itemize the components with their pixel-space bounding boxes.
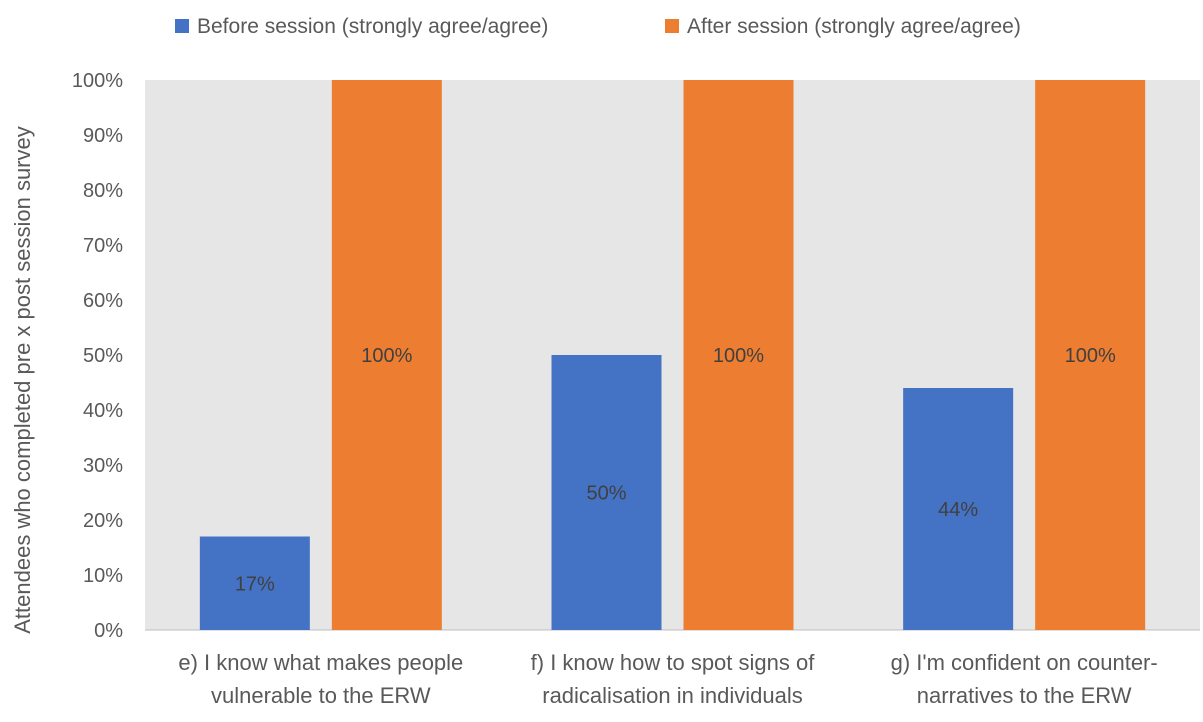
plot-area [145, 80, 1200, 630]
bar-before [199, 536, 310, 630]
x-tick-label: vulnerable to the ERW [211, 683, 431, 708]
bar-value-label: 44% [938, 499, 978, 521]
x-tick-label: e) I know what makes people [178, 650, 463, 675]
legend-label: After session (strongly agree/agree) [687, 15, 1021, 38]
bar-after [1035, 80, 1146, 630]
y-tick-label: 0% [94, 620, 123, 642]
bar-after [331, 80, 442, 630]
x-tick-label: radicalisation in individuals [542, 683, 802, 708]
y-tick-label: 60% [83, 290, 123, 312]
y-tick-label: 10% [83, 565, 123, 587]
bar-before [903, 388, 1014, 630]
y-tick-label: 20% [83, 510, 123, 532]
x-tick-label: narratives to the ERW [917, 683, 1132, 708]
bar-before [551, 355, 662, 630]
y-tick-label: 70% [83, 235, 123, 257]
y-tick-label: 80% [83, 180, 123, 202]
bar-value-label: 100% [361, 345, 412, 367]
y-tick-label: 30% [83, 455, 123, 477]
bar-value-label: 50% [586, 483, 626, 505]
x-tick-label: f) I know how to spot signs of [531, 650, 816, 675]
x-tick-label: g) I'm confident on counter- [891, 650, 1158, 675]
bar-value-label: 100% [713, 345, 764, 367]
y-tick-label: 90% [83, 125, 123, 147]
legend-label: Before session (strongly agree/agree) [197, 15, 548, 38]
y-tick-label: 50% [83, 345, 123, 367]
bar-value-label: 17% [235, 573, 275, 595]
legend-swatch-before [175, 19, 189, 33]
legend-swatch-after [665, 19, 679, 33]
y-axis-title: Attendees who completed pre x post sessi… [10, 126, 35, 634]
bar-after [683, 80, 794, 630]
y-tick-label: 40% [83, 400, 123, 422]
y-tick-label: 100% [72, 70, 123, 92]
bar-value-label: 100% [1065, 345, 1116, 367]
